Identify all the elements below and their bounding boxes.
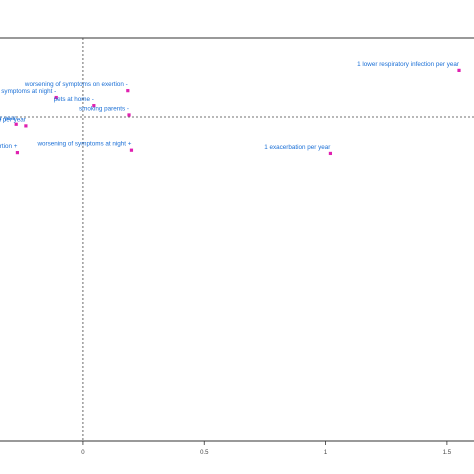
data-point-6: 0 hospitalisation per year	[0, 116, 28, 128]
point-label: worsening of symptoms at night +	[36, 141, 131, 148]
data-point-3: pets at home -	[54, 96, 96, 108]
point-marker	[129, 148, 134, 152]
x-tick-label: 0.5	[200, 450, 209, 456]
point-label: worsening of symptoms at night -	[0, 88, 56, 95]
point-marker	[126, 89, 130, 93]
point-marker	[54, 95, 58, 100]
x-tick-label: 0	[81, 450, 85, 456]
plot-frame	[0, 37, 474, 442]
data-points: 1 lower respiratory infection per year wo…	[0, 61, 461, 156]
data-point-4: smoking parents -	[79, 105, 131, 117]
point-marker	[24, 124, 28, 128]
point-marker	[457, 68, 461, 73]
data-point-8: 1 exacerbation per year	[264, 144, 333, 156]
x-axis-ticks: 0 0.5 1 1.5	[81, 441, 452, 456]
reference-lines	[0, 38, 474, 441]
point-label: worsening of symptoms on exertion -	[24, 81, 128, 88]
point-label: worsening of symptoms on exertion +	[0, 143, 18, 150]
point-marker	[328, 151, 333, 156]
x-tick-label: 1	[324, 450, 328, 456]
point-label: smoking parents -	[79, 105, 129, 112]
data-point-7: worsening of symptoms at night +	[36, 141, 134, 152]
point-marker	[127, 113, 131, 117]
data-point-2: worsening of symptoms at night -	[0, 88, 58, 100]
data-point-1: worsening of symptoms on exertion -	[24, 81, 130, 93]
point-label: 1 exacerbation per year	[264, 144, 330, 151]
data-point-5: 1 lower respiratory infection per year	[0, 115, 18, 126]
data-point-9: worsening of symptoms on exertion +	[0, 143, 20, 155]
x-tick-label: 1.5	[443, 450, 452, 456]
point-marker	[14, 122, 18, 126]
point-label: pets at home -	[54, 96, 94, 103]
point-label: 0 hospitalisation per year	[0, 116, 26, 123]
data-point-0: 1 lower respiratory infection per year	[357, 61, 461, 73]
point-marker	[92, 104, 96, 108]
point-label: 1 lower respiratory infection per year	[357, 61, 459, 68]
point-marker	[15, 151, 20, 155]
point-label: 1 lower respiratory infection per year	[0, 115, 16, 122]
